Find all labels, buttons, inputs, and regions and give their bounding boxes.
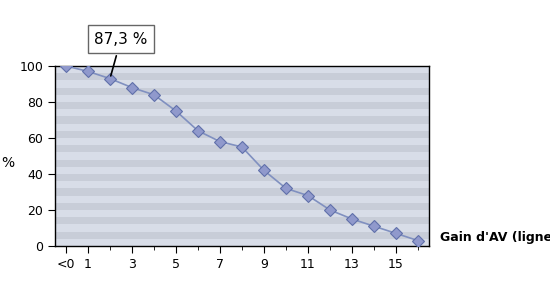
Bar bbox=[55, 239, 429, 246]
Bar bbox=[55, 109, 429, 116]
Bar bbox=[55, 210, 429, 217]
Bar bbox=[55, 181, 429, 188]
Bar bbox=[55, 224, 429, 232]
Bar bbox=[55, 59, 429, 66]
Bar bbox=[55, 160, 429, 167]
Bar bbox=[55, 188, 429, 196]
Bar bbox=[55, 131, 429, 138]
Bar bbox=[55, 152, 429, 160]
Bar bbox=[55, 102, 429, 109]
Text: Gain d'AV (lignes): Gain d'AV (lignes) bbox=[440, 230, 550, 244]
Bar bbox=[55, 167, 429, 174]
Bar bbox=[55, 73, 429, 80]
Text: 87,3 %: 87,3 % bbox=[94, 32, 148, 76]
Bar bbox=[55, 217, 429, 224]
Bar bbox=[55, 88, 429, 95]
Bar bbox=[55, 124, 429, 131]
Bar bbox=[55, 196, 429, 203]
Bar bbox=[55, 66, 429, 73]
Bar bbox=[55, 80, 429, 88]
Bar bbox=[55, 116, 429, 124]
Bar bbox=[55, 138, 429, 145]
Y-axis label: %: % bbox=[2, 156, 15, 170]
Bar bbox=[55, 203, 429, 210]
Bar bbox=[55, 145, 429, 152]
Bar bbox=[55, 95, 429, 102]
Bar bbox=[55, 232, 429, 239]
Bar bbox=[55, 174, 429, 181]
